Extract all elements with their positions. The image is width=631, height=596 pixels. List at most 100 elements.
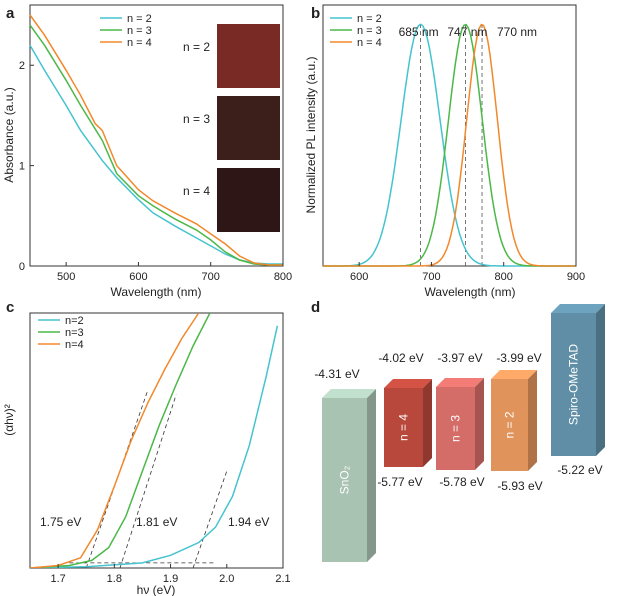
panel-b-peak-annotation: 770 nm — [497, 25, 537, 39]
panel-c-ticks: 1.7 1.8 1.9 2.0 2.1 — [50, 564, 291, 585]
panel-c-tangent-line — [119, 394, 177, 568]
panel-d-homo-label: -5.93 eV — [497, 479, 542, 493]
panel-a-legend-label: n = 2 — [127, 13, 152, 25]
panel-d-box-top — [551, 304, 605, 313]
panel-c-plot-area — [30, 313, 279, 568]
panel-a-frame — [29, 4, 284, 267]
panel-a-xtick-label: 800 — [274, 271, 292, 283]
panel-d-box-side — [367, 389, 376, 562]
panel-b-xtick-label: 700 — [422, 271, 440, 283]
panel-label-d: d — [311, 299, 320, 316]
panel-d-box-front — [384, 388, 423, 467]
panel-c-xtick-label: 1.9 — [163, 573, 178, 585]
panel-c-tangent-line — [192, 470, 228, 568]
panel-c-xlabel: hν (eV) — [137, 583, 176, 596]
panel-c-xtick-label: 2.1 — [275, 573, 290, 585]
panel-c-xtick-label: 1.8 — [107, 573, 122, 585]
panel-d-box-side — [475, 378, 484, 470]
panel-d-box-front — [436, 387, 475, 470]
panel-a-absorbance-chart: 500 600 700 800 0 1 2 Wavelength (nm) Absorban… — [2, 4, 292, 299]
panel-label-c: c — [6, 299, 14, 316]
panel-a-ytick-label: 0 — [19, 261, 25, 273]
panel-b-frame — [322, 4, 577, 267]
panel-a-inset-label: n = 3 — [183, 112, 210, 126]
panel-d-box-top — [322, 389, 376, 398]
panel-c-series-line — [30, 313, 211, 568]
panel-label-a: a — [6, 5, 15, 22]
panel-d-homo-label: -5.78 eV — [439, 475, 484, 489]
panel-a-series-line — [29, 24, 283, 266]
panel-b-legend: n = 2n = 3n = 4 — [330, 13, 382, 49]
panel-a-inset-sample-photo — [217, 24, 280, 88]
panel-b-series-line — [323, 23, 575, 267]
panel-a-ytick-label: 2 — [19, 60, 25, 72]
panel-b-xlabel: Wavelength (nm) — [425, 285, 516, 299]
panel-b-peak-annotation: 685 nm — [399, 25, 439, 39]
panel-a-inset-label: n = 4 — [183, 184, 210, 198]
panel-c-series: 1.75 eV 1.81 eV 1.94 eV — [30, 313, 279, 568]
panel-d-box-side — [528, 370, 537, 471]
panel-b-legend-label: n = 2 — [357, 13, 382, 25]
panel-d-box-front — [551, 313, 596, 456]
panel-d-material-label: n = 3 — [449, 415, 463, 442]
panel-b-xtick-label: 600 — [350, 271, 368, 283]
panel-a-ylabel: Absorbance (a.u.) — [2, 87, 16, 182]
panel-d-material-label: SnO₂ — [338, 465, 352, 494]
panel-d-box-top — [384, 379, 432, 388]
panel-d-material-label: n = 4 — [397, 414, 411, 441]
panel-a-xtick-label: 500 — [57, 271, 75, 283]
panel-c-bandgap-annotation: 1.94 eV — [228, 515, 269, 529]
panel-b-xtick-label: 800 — [495, 271, 513, 283]
panel-d-box-side — [596, 304, 605, 456]
panel-a-xtick-label: 600 — [129, 271, 147, 283]
panel-d-box-side — [423, 379, 432, 467]
panel-a-inset-sample-photo — [217, 96, 280, 160]
panel-b-xtick-label: 900 — [567, 271, 585, 283]
panel-a-series — [29, 14, 283, 266]
panel-c-legend-label: n=3 — [65, 327, 84, 339]
panel-b-peak-annotation: 747 nm — [447, 25, 487, 39]
panel-d-box-top — [491, 370, 537, 379]
panel-c-bandgap-annotation: 1.81 eV — [136, 515, 177, 529]
panel-c-series-line — [30, 313, 200, 568]
panel-c-legend: n=2n=3n=4 — [38, 315, 84, 351]
panel-d-homo-label: -5.22 eV — [557, 463, 602, 477]
panel-b-series: 685 nm 747 nm 770 nm — [323, 23, 575, 267]
panel-a-inset-label: n = 2 — [183, 40, 210, 54]
panel-c-series-line — [30, 325, 279, 568]
panel-b-legend-label: n = 4 — [357, 37, 382, 49]
panel-c-ylabel: (αhν)² — [2, 404, 16, 436]
panel-b-series-line — [323, 23, 575, 267]
panel-d-homo-label: -5.77 eV — [377, 475, 422, 489]
panel-a-legend-label: n = 4 — [127, 37, 152, 49]
panel-b-pl-chart: 685 nm 747 nm 770 nm 600 700 800 900 Waveleng… — [304, 4, 585, 299]
panel-c-legend-label: n=4 — [65, 339, 84, 351]
panel-a-ticks: 500 600 700 800 0 1 2 — [19, 60, 292, 283]
panel-c-bandgap-annotation: 1.75 eV — [40, 515, 81, 529]
panel-a-xlabel: Wavelength (nm) — [111, 285, 202, 299]
panel-a-series-line — [29, 14, 283, 266]
panel-d-material-label: n = 2 — [503, 411, 517, 438]
panel-d-box-front — [322, 398, 367, 562]
panel-c-legend-label: n=2 — [65, 315, 84, 327]
panel-b-ticks: 600 700 800 900 — [350, 262, 585, 283]
panel-d-lumo-label: -4.02 eV — [378, 351, 423, 365]
panel-d-box-front — [491, 379, 528, 471]
panel-d-lumo-label: -3.97 eV — [437, 351, 482, 365]
panel-c-xtick-label: 2.0 — [219, 573, 234, 585]
panel-b-series-line — [323, 23, 575, 267]
panel-label-b: b — [311, 5, 320, 22]
panel-d-material-label: Spiro-OMeTAD — [567, 344, 581, 425]
panel-a-insets: n = 2 n = 3 n = 4 — [183, 24, 280, 232]
panel-b-ylabel: Normalized PL intensity (a.u.) — [304, 57, 318, 214]
panel-a-legend: n = 2n = 3n = 4 — [100, 13, 152, 49]
panel-d-box-top — [436, 378, 484, 387]
panel-a-xtick-label: 700 — [202, 271, 220, 283]
panel-b-legend-label: n = 3 — [357, 25, 382, 37]
panel-d-lumo-label: -3.99 eV — [496, 351, 541, 365]
panel-c-tauc-chart: 1.75 eV 1.81 eV 1.94 eV 1.7 1.8 1.9 2.0 2.1 hν… — [2, 312, 291, 596]
panel-a-inset-sample-photo — [217, 168, 280, 232]
panel-a-ytick-label: 1 — [19, 161, 25, 173]
panel-a-legend-label: n = 3 — [127, 25, 152, 37]
